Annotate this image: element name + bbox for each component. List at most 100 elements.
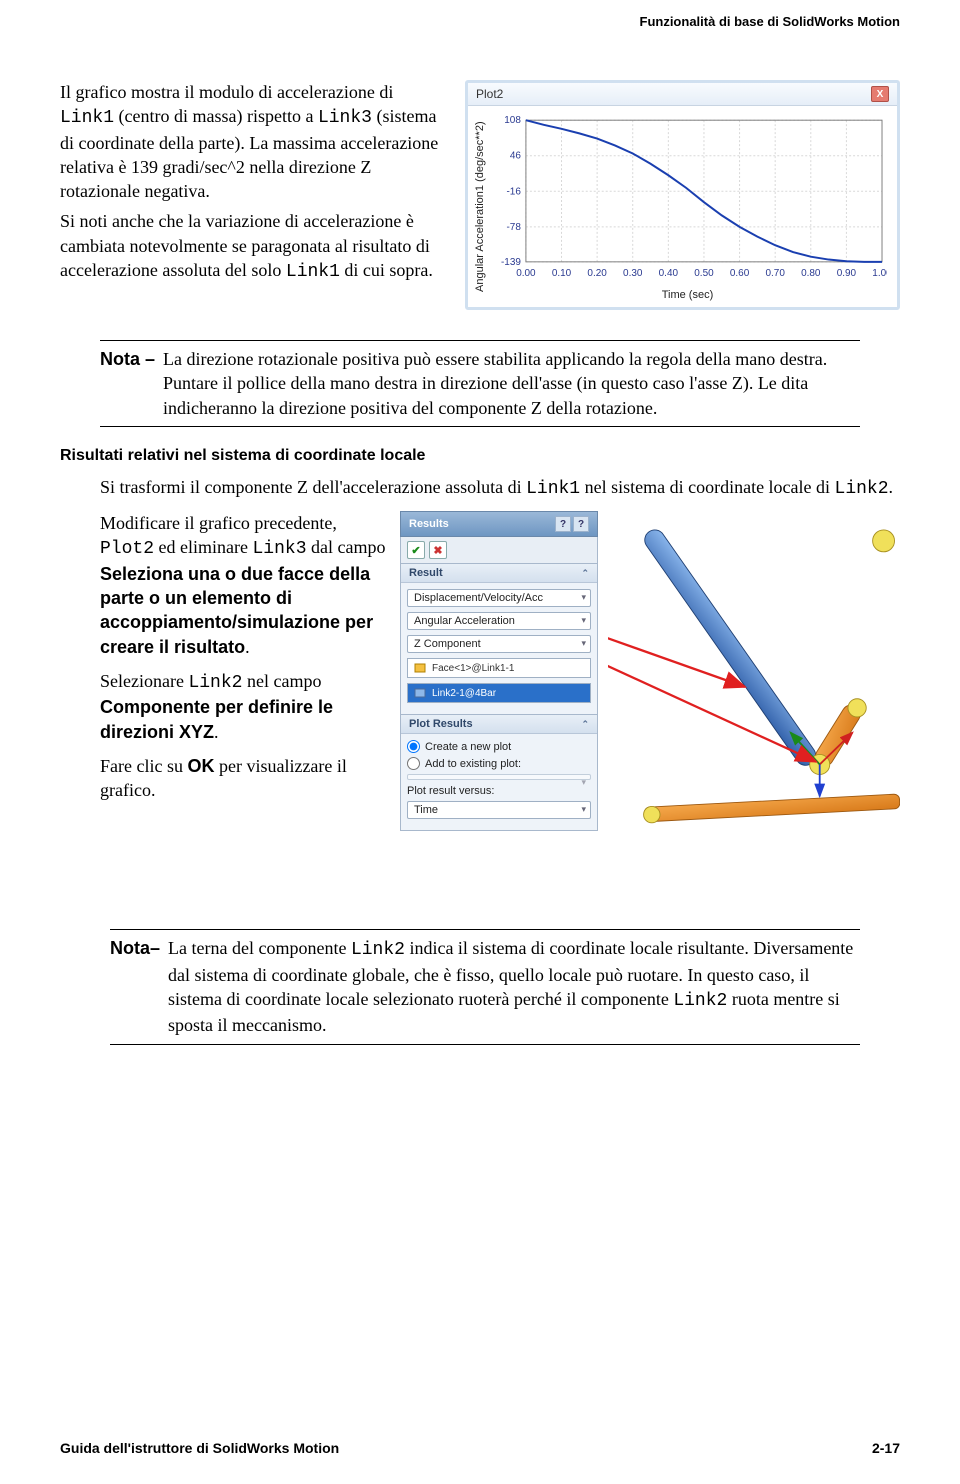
note1-label: Nota – (100, 347, 155, 420)
note-1: Nota – La direzione rotazionale positiva… (100, 340, 860, 427)
note1-text: La direzione rotazionale positiva può es… (163, 347, 860, 420)
body1a: Si trasformi il componente Z dell'accele… (100, 477, 526, 497)
panel-row: Modificare il grafico precedente, Plot2 … (100, 511, 900, 899)
pm-radio-newplot[interactable]: Create a new plot (407, 740, 591, 753)
pm-header: Results ? ? (400, 511, 598, 537)
face-icon (414, 661, 428, 675)
code-link1c: Link1 (526, 479, 580, 499)
pm-combo-existing (407, 774, 591, 780)
code-plot2: Plot2 (100, 539, 154, 559)
chart-xlabel: Time (sec) (488, 289, 887, 301)
code-link3b: Link3 (252, 539, 306, 559)
chart-close-button[interactable]: X (871, 86, 889, 102)
pm-field2-text: Link2-1@4Bar (432, 688, 496, 699)
svg-text:108: 108 (504, 115, 521, 126)
chart-title-text: Plot2 (476, 87, 503, 101)
pm-pin-icon[interactable]: ? (573, 516, 589, 532)
svg-text:0.40: 0.40 (659, 268, 679, 279)
chart-plot-area: 0.000.100.200.300.400.500.600.700.800.90… (488, 112, 887, 301)
instr-p1b: ed eliminare (154, 537, 252, 557)
radio-newplot-input[interactable] (407, 740, 420, 753)
svg-text:-139: -139 (501, 257, 521, 268)
pm-field-link2[interactable]: Link2-1@4Bar (407, 683, 591, 703)
link-icon (414, 686, 428, 700)
pm-sec2-head[interactable]: Plot Results ⌃ (401, 715, 597, 734)
intro-p1b: (centro di massa) rispetto a (114, 106, 318, 126)
instr-p1c: dal campo (307, 537, 386, 557)
chart-svg: 0.000.100.200.300.400.500.600.700.800.90… (488, 112, 887, 287)
pm-combo-time[interactable]: Time (407, 801, 591, 819)
svg-text:0.90: 0.90 (837, 268, 857, 279)
chart-titlebar: Plot2 X (468, 83, 897, 106)
code-link2b: Link2 (188, 673, 242, 693)
instr-p2c: . (214, 722, 219, 742)
pm-ok-row: ✔ ✖ (400, 537, 598, 564)
code-link1: Link1 (60, 108, 114, 128)
pm-combo-category[interactable]: Displacement/Velocity/Acc (407, 589, 591, 607)
svg-text:0.10: 0.10 (552, 268, 572, 279)
instr-p2b: nel campo (242, 671, 321, 691)
svg-text:0.00: 0.00 (516, 268, 536, 279)
pm-radio1-label: Create a new plot (425, 741, 511, 753)
code-link2: Link2 (835, 479, 889, 499)
top-row: Il grafico mostra il modulo di acceleraz… (60, 80, 900, 310)
footer-right: 2-17 (872, 1440, 900, 1456)
chevron-up-icon-2: ⌃ (581, 719, 589, 730)
pm-combo-component[interactable]: Z Component (407, 635, 591, 653)
mechanism-svg (608, 511, 900, 899)
code-link1b: Link1 (286, 262, 340, 282)
intro-p2b: di cui sopra. (340, 260, 433, 280)
note2-code2: Link2 (673, 991, 727, 1011)
svg-text:0.80: 0.80 (801, 268, 821, 279)
mechanism-viewport (608, 511, 900, 899)
radio-addplot-input[interactable] (407, 757, 420, 770)
note2-text: La terna del componente Link2 indica il … (168, 936, 860, 1037)
pm-field-face[interactable]: Face<1>@Link1-1 (407, 658, 591, 678)
page-footer: Guida dell'istruttore di SolidWorks Moti… (60, 1440, 900, 1456)
instr-bold3: OK (187, 756, 214, 776)
pm-cancel-button[interactable]: ✖ (429, 541, 447, 559)
pm-help-icon[interactable]: ? (555, 516, 571, 532)
instr-p1d: . (245, 637, 250, 657)
pm-section-plot: Plot Results ⌃ Create a new plot Add to … (400, 715, 598, 831)
property-manager: Results ? ? ✔ ✖ Result ⌃ Displacement/Ve… (400, 511, 598, 899)
chevron-up-icon: ⌃ (581, 568, 589, 579)
instr-p1a: Modificare il grafico precedente, (100, 513, 337, 533)
pm-section-result: Result ⌃ Displacement/Velocity/Acc Angul… (400, 564, 598, 715)
svg-text:0.20: 0.20 (587, 268, 607, 279)
pm-sec1-head[interactable]: Result ⌃ (401, 564, 597, 583)
pm-sec2-label: Plot Results (409, 718, 473, 730)
pm-radio-addplot[interactable]: Add to existing plot: (407, 757, 591, 770)
pm-ok-button[interactable]: ✔ (407, 541, 425, 559)
note-2: Nota– La terna del componente Link2 indi… (110, 929, 860, 1044)
section-heading: Risultati relativi nel sistema di coordi… (60, 447, 900, 465)
body-p1: Si trasformi il componente Z dell'accele… (100, 475, 900, 501)
chart-ylabel: Angular Acceleration1 (deg/sec**2) (472, 112, 488, 301)
intro-p1a: Il grafico mostra il modulo di acceleraz… (60, 82, 393, 102)
svg-text:46: 46 (510, 151, 522, 162)
svg-text:0.50: 0.50 (694, 268, 714, 279)
intro-text: Il grafico mostra il modulo di acceleraz… (60, 80, 445, 310)
svg-text:-16: -16 (506, 186, 521, 197)
pm-field1-text: Face<1>@Link1-1 (432, 663, 514, 674)
svg-text:1.00: 1.00 (872, 268, 887, 279)
pm-combo-subcategory[interactable]: Angular Acceleration (407, 612, 591, 630)
instr-p3a: Fare clic su (100, 756, 187, 776)
code-link3: Link3 (318, 108, 372, 128)
body1c: . (889, 477, 894, 497)
svg-text:0.70: 0.70 (765, 268, 785, 279)
note2-code1: Link2 (351, 940, 405, 960)
chart-window: Plot2 X Angular Acceleration1 (deg/sec**… (465, 80, 900, 310)
pm-versus-label: Plot result versus: (407, 785, 591, 797)
chart-body: Angular Acceleration1 (deg/sec**2) 0.00 0… (468, 106, 897, 307)
left-instructions: Modificare il grafico precedente, Plot2 … (100, 511, 390, 899)
pm-sec1-label: Result (409, 567, 443, 579)
svg-text:-78: -78 (506, 222, 521, 233)
body1b: nel sistema di coordinate locale di (580, 477, 834, 497)
note2a: La terna del componente (168, 938, 351, 958)
instr-p2a: Selezionare (100, 671, 188, 691)
svg-text:0.60: 0.60 (730, 268, 750, 279)
pm-radio2-label: Add to existing plot: (425, 758, 521, 770)
footer-left: Guida dell'istruttore di SolidWorks Moti… (60, 1440, 339, 1456)
instr-bold1: Seleziona una o due facce della parte o … (100, 564, 373, 657)
